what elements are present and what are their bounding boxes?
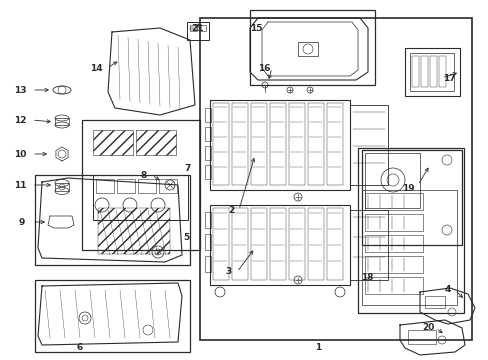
Bar [364, 256, 422, 273]
Bar [204, 234, 210, 250]
Bar [204, 165, 210, 179]
Text: 4: 4 [444, 285, 450, 294]
Bar [196, 27, 198, 30]
Bar [326, 208, 342, 280]
Text: 3: 3 [224, 267, 231, 276]
Bar [364, 193, 422, 210]
Text: 6: 6 [77, 343, 83, 352]
Bar [98, 208, 170, 254]
Bar [407, 330, 435, 344]
Bar [250, 208, 266, 280]
Bar [404, 48, 459, 96]
Bar [357, 148, 463, 313]
Text: 9: 9 [19, 217, 25, 226]
Text: 15: 15 [249, 23, 262, 32]
Bar [438, 56, 445, 87]
Text: 1: 1 [314, 343, 321, 352]
Bar [364, 277, 422, 294]
Bar [136, 130, 176, 155]
Bar [249, 10, 374, 85]
Bar [35, 175, 190, 265]
Bar [213, 103, 228, 185]
Bar [361, 150, 461, 245]
Text: 20: 20 [421, 324, 433, 333]
Text: 16: 16 [257, 63, 270, 72]
Bar [411, 56, 418, 87]
Bar [190, 25, 197, 31]
Bar [424, 296, 444, 308]
Bar [209, 100, 349, 190]
Bar [364, 235, 422, 252]
Bar [429, 56, 436, 87]
Bar [326, 103, 342, 185]
Text: 13: 13 [14, 86, 26, 95]
Bar [209, 205, 349, 285]
Text: 2: 2 [227, 206, 234, 215]
Text: 19: 19 [401, 184, 413, 193]
Bar [204, 256, 210, 272]
Bar [138, 179, 156, 193]
Bar [200, 18, 471, 340]
Bar [199, 25, 205, 31]
Text: 12: 12 [14, 116, 26, 125]
Text: 10: 10 [14, 149, 26, 158]
Bar [349, 210, 387, 280]
Bar [297, 42, 317, 56]
Bar [361, 190, 456, 305]
Bar [269, 103, 285, 185]
Text: 5: 5 [183, 233, 189, 242]
Bar [288, 208, 305, 280]
Text: 8: 8 [141, 171, 147, 180]
Text: 11: 11 [14, 180, 26, 189]
Bar [204, 146, 210, 160]
Bar [35, 280, 190, 352]
Bar [420, 56, 427, 87]
Bar [231, 208, 247, 280]
Bar [213, 208, 228, 280]
Bar [307, 208, 324, 280]
Bar [193, 27, 195, 30]
Bar [364, 214, 422, 231]
Text: 17: 17 [442, 73, 454, 82]
Bar [159, 179, 177, 193]
Bar [82, 120, 200, 250]
Bar [204, 108, 210, 122]
Bar [55, 183, 69, 191]
Bar [349, 105, 387, 185]
Bar [204, 212, 210, 228]
Bar [204, 127, 210, 141]
Bar [250, 103, 266, 185]
Bar [231, 103, 247, 185]
Text: 21: 21 [190, 23, 203, 32]
Bar [190, 27, 192, 30]
Bar [117, 179, 135, 193]
Bar [364, 153, 419, 208]
Bar [288, 103, 305, 185]
Bar [409, 53, 453, 91]
Bar [55, 118, 69, 125]
Bar [96, 179, 114, 193]
Text: 7: 7 [184, 163, 191, 172]
Bar [93, 130, 133, 155]
Bar [186, 22, 208, 40]
Bar [93, 175, 187, 220]
Text: 14: 14 [89, 63, 102, 72]
Bar [307, 103, 324, 185]
Bar [269, 208, 285, 280]
Text: 18: 18 [360, 274, 372, 283]
